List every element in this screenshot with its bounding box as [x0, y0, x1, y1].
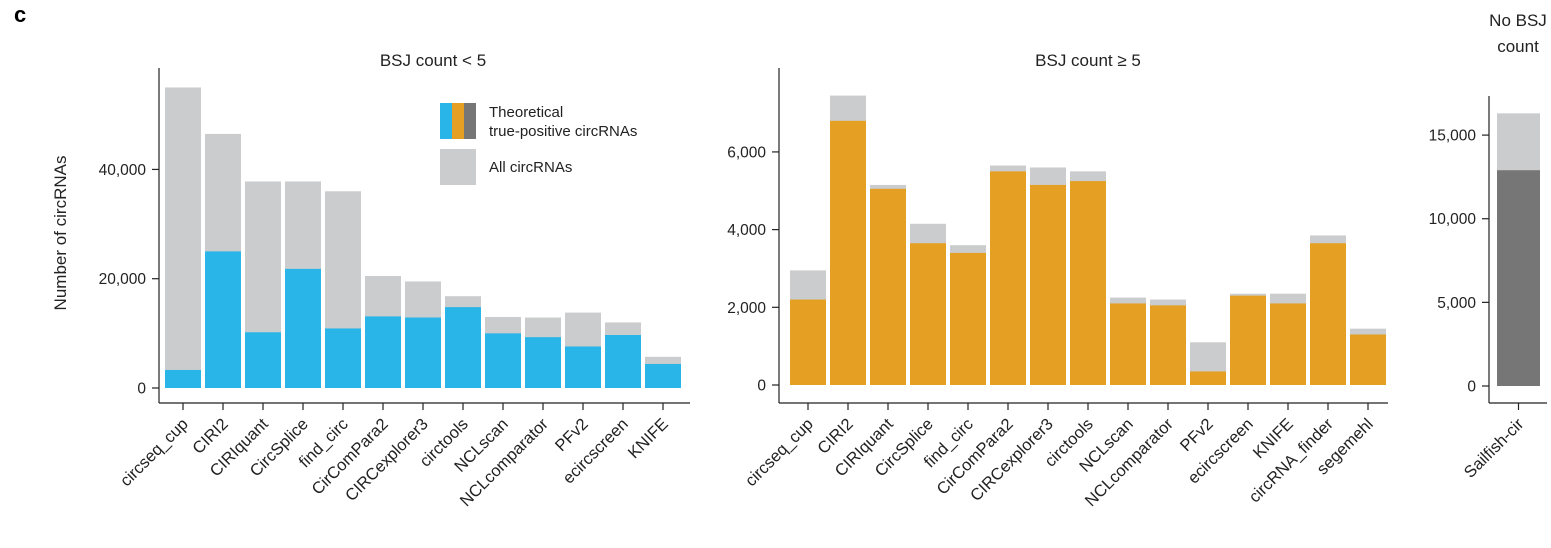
legend-true-positive-line1: Theoretical: [489, 104, 563, 121]
bar-true-positive-CIRI2: [830, 120, 866, 385]
y-tick-label: 0: [137, 381, 146, 398]
legend-swatch-true-positive: [440, 103, 476, 139]
bar-true-positive-PFv2: [565, 346, 601, 388]
bar-true-positive-circtools: [445, 307, 481, 388]
y-tick-label: 6,000: [727, 144, 766, 161]
x-tick-label-Sailfish-cir: Sailfish-cir: [1461, 415, 1528, 482]
bar-true-positive-NCLscan: [1110, 303, 1146, 385]
x-tick-label-circseq_cup: circseq_cup: [117, 415, 192, 490]
legend-swatch-blue: [440, 103, 452, 139]
bar-true-positive-find_circ: [325, 328, 361, 388]
y-tick-label: 0: [757, 378, 766, 395]
panel-no-bsj: No BSJ count 0 5,000 10,000 15,000 Sailfish-ci…: [1429, 11, 1547, 482]
bar-true-positive-circRNA_finder: [1310, 243, 1346, 385]
bar-true-positive-CIRIquant: [245, 332, 281, 388]
legend-swatch-orange: [452, 103, 464, 139]
bar-all-circseq_cup: [165, 87, 201, 388]
y-tick-label: 10,000: [1429, 211, 1477, 228]
bar-true-positive-CIRIquant: [870, 188, 906, 385]
bar-true-positive-CIRI2: [205, 251, 241, 388]
bar-true-positive-CIRCexplorer3: [1030, 184, 1066, 385]
y-tick-label: 5,000: [1437, 295, 1476, 312]
y-tick-label: 15,000: [1429, 128, 1477, 145]
bar-true-positive-CircSplice: [285, 268, 321, 388]
y-tick-label: 2,000: [727, 300, 766, 317]
bar-true-positive-PFv2: [1190, 371, 1226, 385]
bar-true-positive-CircSplice: [910, 243, 946, 385]
chart-title: BSJ count ≥ 5: [1035, 51, 1141, 70]
bar-true-positive-ecircscreen: [1230, 295, 1266, 385]
panel-bsj-ge5: BSJ count ≥ 5 0 2,000 4,000 6,000 circseq_cup…: [727, 51, 1388, 510]
y-tick-label: 4,000: [727, 222, 766, 239]
legend-swatch-dark: [464, 103, 476, 139]
bar-true-positive-find_circ: [950, 252, 986, 385]
bar-true-positive-ecircscreen: [605, 334, 641, 388]
y-axis-label: Number of circRNAs: [51, 156, 70, 311]
bar-true-positive-Sailfish-cir: [1497, 170, 1540, 386]
bar-true-positive-segemehl: [1350, 334, 1386, 385]
bar-true-positive-circseq_cup: [165, 369, 201, 388]
chart-title-line2: count: [1497, 37, 1539, 56]
bar-true-positive-circseq_cup: [790, 299, 826, 385]
x-tick-label-KNIFE: KNIFE: [625, 415, 672, 462]
bar-true-positive-CirComPara2: [990, 171, 1026, 385]
y-tick-label: 20,000: [99, 271, 147, 288]
legend-all-label: All circRNAs: [489, 159, 572, 176]
bar-true-positive-NCLscan: [485, 333, 521, 388]
panel-label: c: [14, 2, 26, 27]
bar-true-positive-NCLcomparator: [525, 337, 561, 388]
bar-true-positive-CirComPara2: [365, 316, 401, 388]
bar-true-positive-circtools: [1070, 181, 1106, 385]
legend: Theoretical true-positive circRNAs All c…: [440, 103, 637, 185]
y-tick-label: 40,000: [99, 162, 147, 179]
chart-title-line1: No BSJ: [1489, 11, 1547, 30]
bar-true-positive-KNIFE: [1270, 303, 1306, 385]
legend-swatch-all: [440, 149, 476, 185]
y-tick-label: 0: [1467, 379, 1476, 396]
chart-title: BSJ count < 5: [380, 51, 486, 70]
bar-true-positive-NCLcomparator: [1150, 305, 1186, 385]
legend-true-positive-line2: true-positive circRNAs: [489, 123, 637, 140]
x-tick-label-circseq_cup: circseq_cup: [742, 415, 817, 490]
bar-true-positive-CIRCexplorer3: [405, 317, 441, 388]
panel-bsj-lt5: BSJ count < 5 Number of circRNAs 0 20,000 40…: [51, 51, 690, 510]
bar-true-positive-KNIFE: [645, 363, 681, 388]
